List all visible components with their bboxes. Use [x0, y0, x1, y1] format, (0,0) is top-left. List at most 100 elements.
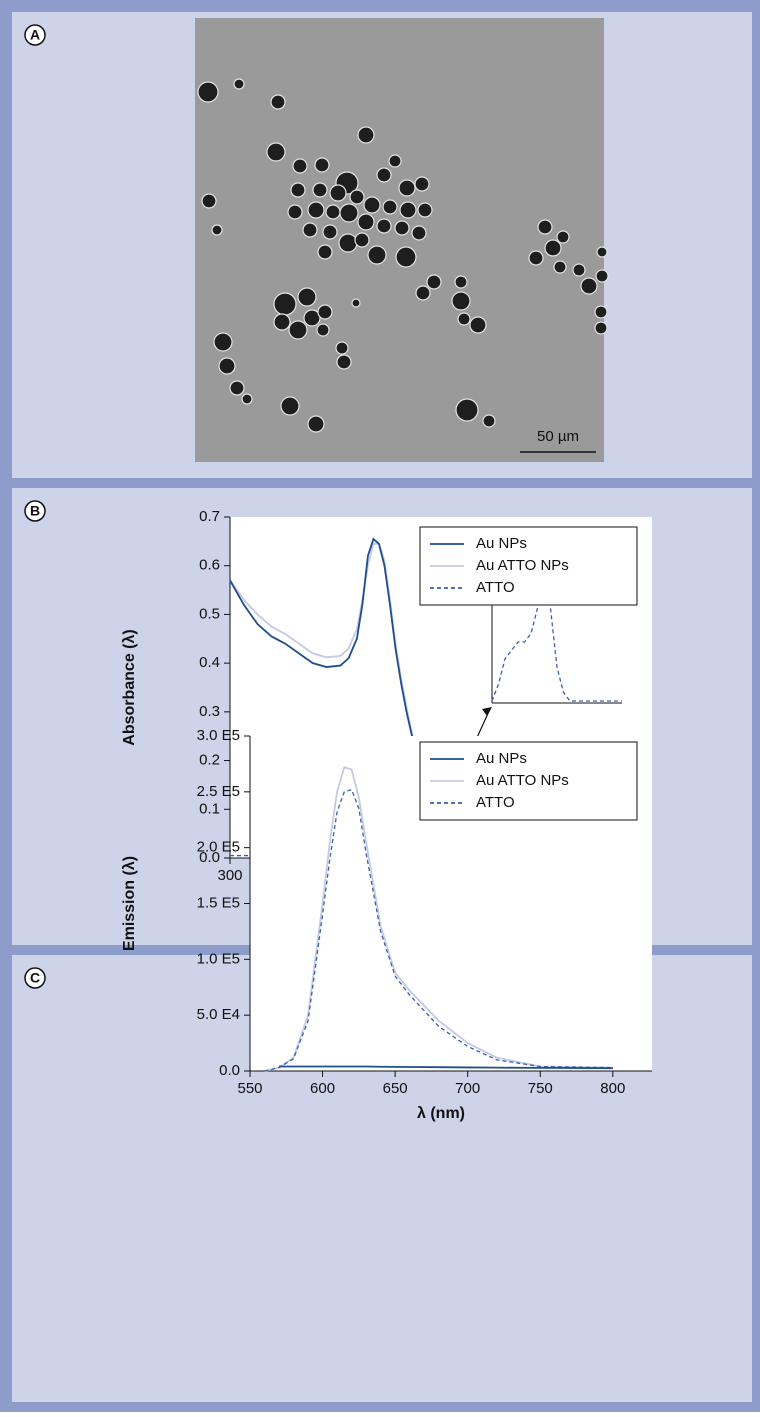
x-tick-label: 750 [528, 1080, 553, 1097]
tem-image [195, 18, 604, 462]
y-axis-title: Absorbance (λ) [121, 629, 138, 745]
particle [273, 292, 297, 316]
panel-badge [24, 24, 46, 46]
x-tick-label: 700 [455, 1080, 480, 1097]
particle [580, 277, 598, 295]
particle [266, 142, 286, 162]
particle [233, 78, 245, 90]
particle [394, 220, 410, 236]
particle [302, 222, 318, 238]
y-tick-label: 2.0 E5 [197, 839, 240, 856]
particle [297, 287, 317, 307]
panel-badge [24, 500, 46, 522]
particle [457, 312, 471, 326]
arrow-head [482, 707, 492, 716]
particle [544, 239, 562, 257]
x-tick-label: 600 [310, 1080, 335, 1097]
panel-badge [24, 967, 46, 989]
particle [367, 245, 387, 265]
particle [451, 291, 471, 311]
particle [288, 320, 308, 340]
x-tick-label: 550 [237, 1080, 262, 1097]
particle [454, 275, 468, 289]
particle [399, 201, 417, 219]
x-tick-label: 300 [217, 867, 242, 884]
particle [594, 305, 608, 319]
particle [382, 199, 398, 215]
particle [411, 225, 427, 241]
particle [482, 414, 496, 428]
particle [556, 230, 570, 244]
particle [417, 202, 433, 218]
particle [376, 167, 392, 183]
legend-label: ATTO [476, 794, 515, 811]
particle [317, 244, 333, 260]
y-tick-label: 5.0 E4 [197, 1006, 240, 1023]
scale-bar-label: 50 µm [537, 428, 579, 445]
particle [211, 224, 223, 236]
particle [455, 398, 479, 422]
particle [528, 250, 544, 266]
y-tick-label: 0.6 [199, 557, 220, 574]
y-tick-label: 0.5 [199, 605, 220, 622]
y-tick-label: 1.0 E5 [197, 950, 240, 967]
particles [197, 78, 609, 433]
y-tick-label: 2.5 E5 [197, 783, 240, 800]
particle [553, 260, 567, 274]
series-line [264, 766, 613, 1072]
particle [335, 341, 349, 355]
y-tick-label: 0.7 [199, 508, 220, 525]
particle [376, 218, 392, 234]
particle [357, 213, 375, 231]
particle [329, 184, 347, 202]
particle [290, 182, 306, 198]
particle [354, 232, 370, 248]
particle [218, 357, 236, 375]
particle [572, 263, 586, 277]
legend-label: Au NPs [476, 750, 527, 767]
y-tick-label: 0.2 [199, 752, 220, 769]
particle [307, 201, 325, 219]
y-tick-label: 0.3 [199, 703, 220, 720]
legend-label: Au ATTO NPs [476, 557, 569, 574]
y-axis-title: Emission (λ) [121, 856, 138, 951]
particle [317, 304, 333, 320]
particle [322, 224, 338, 240]
x-axis-title: λ (nm) [417, 1105, 465, 1122]
particle [287, 204, 303, 220]
particle [314, 157, 330, 173]
particle [213, 332, 233, 352]
y-tick-label: 0.0 [199, 849, 220, 866]
particle [280, 396, 300, 416]
particle [316, 323, 330, 337]
legend-label: Au ATTO NPs [476, 772, 569, 789]
particle [201, 193, 217, 209]
particle [537, 219, 553, 235]
panel-label: C [30, 970, 40, 986]
particle [351, 298, 361, 308]
y-tick-label: 0.0 [219, 1062, 240, 1079]
y-tick-label: 0.1 [199, 800, 220, 817]
y-tick-label: 1.5 E5 [197, 894, 240, 911]
particle [336, 354, 352, 370]
particle [339, 203, 359, 223]
y-tick-label: 3.0 E5 [197, 727, 240, 744]
legend-label: ATTO [476, 579, 515, 596]
series-line [264, 788, 613, 1072]
particle [312, 182, 328, 198]
particle [398, 179, 416, 197]
particle [241, 393, 253, 405]
panel-label: A [30, 27, 40, 43]
y-tick-label: 0.4 [199, 654, 220, 671]
particle [414, 176, 430, 192]
particle [388, 154, 402, 168]
particle [338, 233, 358, 253]
particle [270, 94, 286, 110]
particle [273, 313, 291, 331]
legend-label: Au NPs [476, 535, 527, 552]
particle [415, 285, 431, 301]
particle [595, 269, 609, 283]
particle [395, 246, 417, 268]
particle [325, 204, 341, 220]
particle [357, 126, 375, 144]
